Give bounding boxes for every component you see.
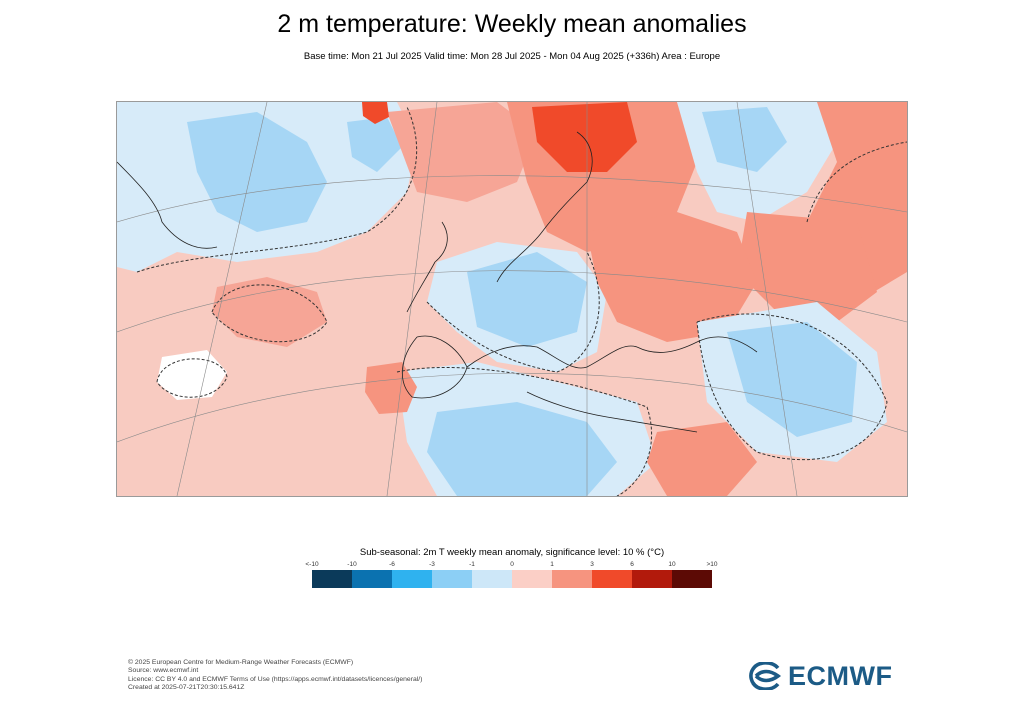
- legend-color-swatch: [512, 570, 552, 588]
- greenland-cold-core: [187, 112, 327, 232]
- ecmwf-logo-icon: [749, 662, 782, 690]
- legend-tick-label: 1: [550, 561, 554, 568]
- legend-color-swatch: [632, 570, 672, 588]
- legend-tick-label: <-10: [305, 561, 319, 568]
- legend-tick-label: -6: [389, 561, 395, 568]
- legend-ticks: <-10 -10 -6 -3 -1 0 1 3 6 10 >10: [292, 561, 732, 571]
- legend-color-swatch: [552, 570, 592, 588]
- credits-licence: Licence: CC BY 4.0 and ECMWF Terms of Us…: [128, 675, 423, 683]
- coastlines: [117, 131, 758, 433]
- legend-title: Sub-seasonal: 2m T weekly mean anomaly, …: [359, 547, 665, 558]
- legend-tick-label: -1: [469, 561, 475, 568]
- credits-source: Source: www.ecmwf.int: [128, 667, 199, 675]
- legend-color-swatch: [392, 570, 432, 588]
- north-africa-cold-core: [427, 402, 617, 496]
- legend-color-swatch: [432, 570, 472, 588]
- caspian-cold-core: [727, 322, 857, 437]
- legend-tick-label: 3: [590, 561, 594, 568]
- legend-color-swatch: [352, 570, 392, 588]
- chart-subtitle: Base time: Mon 21 Jul 2025 Valid time: M…: [303, 51, 721, 62]
- legend-color-swatch: [472, 570, 512, 588]
- arctic-hot-spot: [362, 102, 389, 124]
- iberia-warm: [365, 362, 417, 414]
- legend-color-swatch: [672, 570, 712, 588]
- atlantic-warm-patch: [212, 277, 327, 347]
- legend-color-bar: [312, 570, 712, 588]
- eastern-europe-warm: [587, 212, 757, 342]
- legend-color-swatch: [312, 570, 352, 588]
- legend-color-swatch: [592, 570, 632, 588]
- legend-tick-label: >10: [706, 561, 718, 568]
- siberia-cold-core: [702, 107, 787, 172]
- anomaly-map: [116, 101, 908, 497]
- credits-block: © 2025 European Centre for Medium-Range …: [128, 659, 422, 693]
- iceland-sea-cold: [347, 117, 402, 172]
- middle-east-warm: [647, 422, 757, 496]
- legend-tick-label: 6: [630, 561, 634, 568]
- legend-tick-label: -3: [429, 561, 435, 568]
- north-russia-hot-core: [532, 102, 637, 172]
- chart-title: 2 m temperature: Weekly mean anomalies: [277, 10, 747, 38]
- kazakh-warm: [737, 212, 877, 322]
- graticule: [117, 102, 907, 496]
- legend-tick-label: 0: [510, 561, 514, 568]
- ecmwf-logo: ECMWF: [748, 660, 908, 692]
- credits-created: Created at 2025-07-21T20:30:15.641Z: [128, 684, 245, 692]
- ecmwf-logo-text: ECMWF: [788, 660, 893, 691]
- significance-contours: [136, 106, 907, 496]
- legend-tick-label: 10: [668, 561, 676, 568]
- legend-tick-label: -10: [347, 561, 357, 568]
- central-europe-cold-core: [467, 252, 587, 347]
- credits-copyright: © 2025 European Centre for Medium-Range …: [128, 659, 354, 666]
- map-svg: [117, 102, 907, 496]
